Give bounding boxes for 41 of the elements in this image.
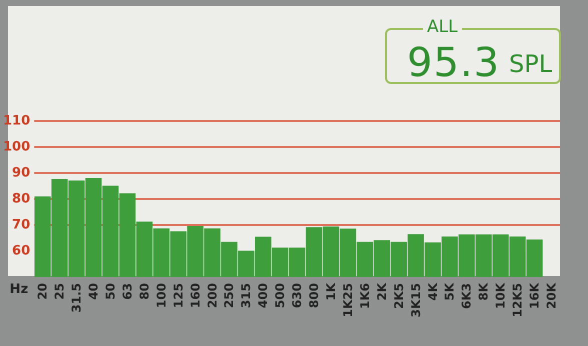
- x-tick-label: 1K6: [358, 283, 372, 309]
- x-tick-label: 6K3: [460, 283, 474, 309]
- x-tick-label: 160: [188, 283, 202, 308]
- x-tick-label: 250: [222, 283, 236, 308]
- x-tick-label: 5K: [442, 282, 457, 301]
- y-tick-label: 80: [12, 192, 30, 206]
- y-tick-label: 70: [12, 218, 30, 232]
- y-tick-label: 110: [2, 114, 30, 128]
- x-tick-label: 8K: [476, 282, 491, 301]
- x-tick-label: 2K5: [392, 283, 406, 309]
- x-tick-label: 1K25: [340, 283, 355, 318]
- x-tick-label: 40: [86, 283, 101, 300]
- x-tick-label: 315: [239, 283, 254, 308]
- x-tick-label: 100: [154, 283, 168, 308]
- x-tick-label: 31.5: [70, 283, 84, 313]
- text: 95.3: [407, 40, 500, 86]
- x-tick-label: 12K5: [510, 283, 525, 318]
- y-tick-label: 100: [2, 140, 30, 154]
- x-tick-label: 25: [52, 283, 67, 300]
- x-tick-label: 50: [103, 283, 118, 300]
- x-tick-label: 500: [273, 283, 288, 308]
- x-tick-label: 10K: [494, 282, 508, 309]
- y-tick-label: 60: [12, 244, 30, 258]
- x-tick-label: 80: [137, 283, 152, 300]
- x-tick-label: 63: [120, 283, 134, 300]
- x-tick-label: 630: [290, 283, 304, 308]
- x-tick-label: 4K: [426, 282, 440, 301]
- x-tick-label: 200: [205, 283, 220, 308]
- x-axis-title: Hz: [10, 282, 28, 297]
- x-tick-label: 400: [256, 283, 270, 308]
- x-tick-label: 3K15: [408, 283, 423, 318]
- x-tick-label: 16K: [528, 282, 542, 309]
- x-tick-label: 1K: [324, 282, 338, 301]
- x-tick-label: 20: [36, 283, 50, 300]
- x-tick-label: 125: [171, 283, 186, 308]
- y-tick-label: 90: [12, 166, 30, 180]
- text: ALL: [423, 17, 462, 37]
- x-tick-label: 20K: [544, 282, 559, 309]
- x-tick-label: 2K: [374, 282, 389, 301]
- text: SPL: [509, 50, 552, 78]
- x-tick-label: 800: [307, 283, 322, 308]
